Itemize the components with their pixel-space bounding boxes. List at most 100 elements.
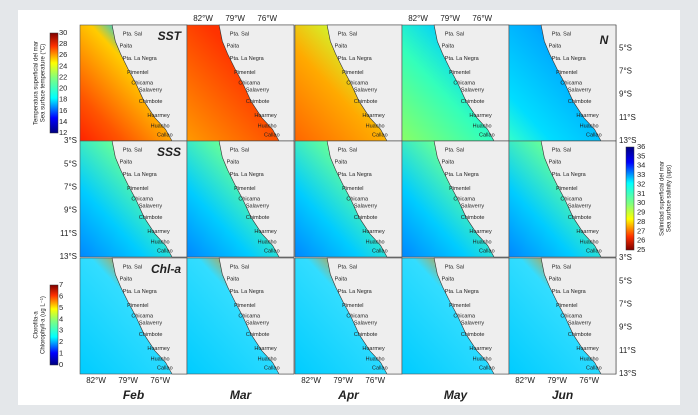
place-label: Salaverry bbox=[354, 203, 377, 209]
place-label: Pta. La Negra bbox=[552, 172, 587, 178]
lon-label: 79°W bbox=[440, 14, 460, 23]
place-label: Huarmey bbox=[469, 113, 492, 119]
lat-label: 9°S bbox=[619, 323, 632, 332]
place-label: Callao bbox=[264, 133, 280, 139]
month-label: May bbox=[444, 388, 469, 402]
place-label: Pimentel bbox=[556, 70, 577, 76]
place-label: Pimentel bbox=[127, 303, 148, 309]
colorbar-tick: 2 bbox=[59, 337, 63, 346]
place-label: Pta. Sal bbox=[123, 32, 142, 38]
place-label: Huarmey bbox=[576, 229, 599, 235]
place-label: Pta. La Negra bbox=[552, 56, 587, 62]
place-label: Callao bbox=[372, 133, 388, 139]
place-label: Huacho bbox=[258, 356, 277, 362]
place-label: Pta. La Negra bbox=[230, 289, 265, 295]
place-label: Chimbote bbox=[568, 332, 592, 338]
place-label: Callao bbox=[586, 249, 602, 255]
colorbar-title: Temperatura superficial del mar bbox=[34, 41, 40, 125]
place-label: Chimbote bbox=[139, 99, 163, 105]
lat-label: 3°S bbox=[619, 253, 632, 262]
place-label: Pimentel bbox=[234, 70, 255, 76]
colorbar-tick: 4 bbox=[59, 314, 63, 323]
place-label: Pta. La Negra bbox=[552, 289, 587, 295]
lat-label: 13°S bbox=[60, 252, 77, 261]
colorbar-tick: 36 bbox=[637, 142, 645, 151]
lat-label: 13°S bbox=[619, 136, 636, 145]
colorbar-tick: 31 bbox=[637, 189, 645, 198]
place-label: Callao bbox=[586, 366, 602, 372]
place-label: Callao bbox=[479, 366, 495, 372]
lat-label: 9°S bbox=[64, 206, 77, 215]
place-label: Pta. Sal bbox=[445, 148, 464, 154]
place-label: Callao bbox=[264, 366, 280, 372]
colorbar-tick: 28 bbox=[637, 217, 645, 226]
lon-label: 79°W bbox=[225, 14, 245, 23]
place-label: Pta. La Negra bbox=[338, 56, 373, 62]
place-label: Callao bbox=[586, 133, 602, 139]
place-label: Chimbote bbox=[139, 215, 163, 221]
place-label: Pimentel bbox=[556, 303, 577, 309]
place-label: Huarmey bbox=[576, 346, 599, 352]
place-label: Pimentel bbox=[342, 70, 363, 76]
place-label: Pta. La Negra bbox=[123, 289, 158, 295]
place-label: Paita bbox=[227, 159, 240, 165]
lon-label: 82°W bbox=[193, 14, 213, 23]
place-label: Huarmey bbox=[254, 229, 277, 235]
colorbar-tick: 7 bbox=[59, 280, 63, 289]
colorbar-title: Clorofila-a bbox=[34, 311, 40, 339]
lon-label: 82°W bbox=[301, 376, 321, 385]
colorbar-tick: 27 bbox=[637, 226, 645, 235]
place-label: Chicama bbox=[238, 313, 261, 319]
place-label: Paita bbox=[442, 43, 455, 49]
lon-label: 82°W bbox=[515, 376, 535, 385]
place-label: Chicama bbox=[131, 313, 154, 319]
place-label: Huarmey bbox=[147, 229, 170, 235]
place-label: Salaverry bbox=[354, 320, 377, 326]
place-label: Huarmey bbox=[254, 346, 277, 352]
place-label: Pimentel bbox=[342, 186, 363, 192]
place-label: Chicama bbox=[131, 196, 154, 202]
colorbar-tick: 33 bbox=[637, 170, 645, 179]
colorbar-tick: 35 bbox=[637, 151, 645, 160]
variable-label: SST bbox=[158, 29, 183, 43]
place-label: Pta. Sal bbox=[338, 265, 357, 271]
colorbar bbox=[49, 32, 59, 134]
lat-label: 5°S bbox=[619, 276, 632, 285]
place-label: Huacho bbox=[366, 123, 385, 129]
place-label: Huarmey bbox=[147, 113, 170, 119]
place-label: Chimbote bbox=[354, 99, 378, 105]
colorbar-tick: 26 bbox=[59, 50, 67, 59]
place-label: Pta. Sal bbox=[230, 32, 249, 38]
colorbar-tick: 26 bbox=[637, 236, 645, 245]
place-label: Huacho bbox=[580, 356, 599, 362]
month-label: Apr bbox=[337, 388, 360, 402]
place-label: Huarmey bbox=[147, 346, 170, 352]
north-arrow: N bbox=[600, 33, 609, 47]
lat-label: 5°S bbox=[619, 43, 632, 52]
land bbox=[540, 140, 617, 258]
lat-label: 11°S bbox=[619, 346, 636, 355]
colorbar-tick: 14 bbox=[59, 117, 67, 126]
place-label: Salaverry bbox=[139, 320, 162, 326]
land bbox=[218, 257, 295, 375]
place-label: Huacho bbox=[258, 123, 277, 129]
place-label: Paita bbox=[120, 159, 133, 165]
place-label: Chicama bbox=[346, 80, 369, 86]
place-label: Chicama bbox=[346, 196, 369, 202]
place-label: Salaverry bbox=[568, 203, 591, 209]
lon-label: 76°W bbox=[365, 376, 385, 385]
colorbar-tick: 0 bbox=[59, 360, 63, 369]
place-label: Salaverry bbox=[246, 203, 269, 209]
colorbar-tick: 22 bbox=[59, 72, 67, 81]
place-label: Chicama bbox=[453, 80, 476, 86]
colorbar bbox=[49, 284, 59, 366]
place-label: Callao bbox=[157, 133, 173, 139]
place-label: Paita bbox=[227, 276, 240, 282]
place-label: Chimbote bbox=[354, 332, 378, 338]
place-label: Chimbote bbox=[354, 215, 378, 221]
place-label: Paita bbox=[120, 43, 133, 49]
place-label: Chimbote bbox=[461, 332, 485, 338]
place-label: Callao bbox=[157, 366, 173, 372]
place-label: Chicama bbox=[238, 196, 261, 202]
